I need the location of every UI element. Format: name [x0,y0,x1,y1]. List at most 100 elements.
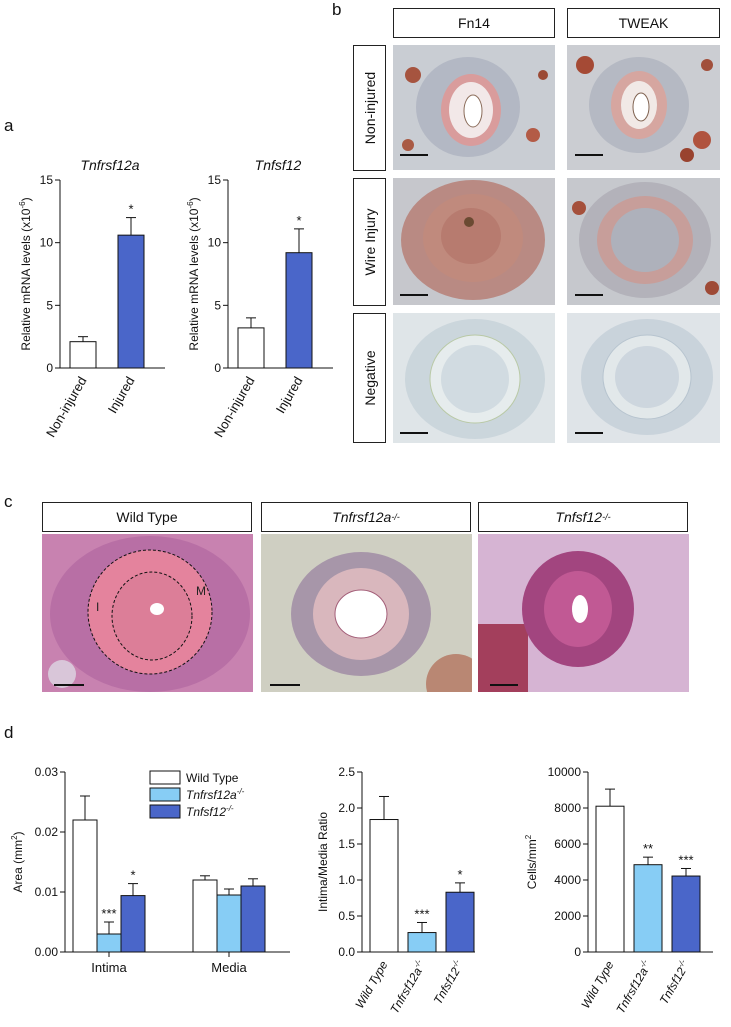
legend-swatch [149,804,181,819]
chart-title: Tnfrsf12a [80,157,139,173]
marker-media: M [196,584,206,598]
legend-label: Wild Type [186,771,239,785]
y-tick-label: 5 [46,298,53,312]
chart-title: Tnfsf12 [255,157,302,173]
y-axis-label: Relative mRNA levels (x10-6) [186,197,201,350]
legend-label: Tnfsf12-/- [186,804,234,819]
x-tick-label: Wild Type [578,958,616,1011]
scale-bar [270,684,300,686]
micrograph-tweak-wire-injury [567,178,720,305]
bar [72,819,98,953]
y-tick-label: 10 [40,236,54,250]
significance-label: * [296,213,301,228]
chart-intima-media-ratio: 0.0 0.5 1.0 1.5 2.0 2.5 Intima/Media Ratio Wild… [316,765,475,1016]
micrograph-he-tnfsf12-ko [478,534,689,692]
scale-bar [490,684,518,686]
y-tick-label: 15 [208,173,222,187]
y-tick-label: 0.00 [35,945,59,959]
x-tick-label: Injured [105,374,138,416]
y-tick-label: 0.0 [338,945,355,959]
column-header-tnfsf12-ko: Tnfsf12 -/- [478,502,688,532]
significance-label: * [457,867,462,882]
x-tick-label: Non-injured [211,374,258,440]
bar [216,894,242,953]
genotype-superscript: -/- [602,512,611,522]
y-tick-label: 6000 [554,837,581,851]
significance-label: * [128,202,133,217]
bar [445,891,475,953]
bar [369,819,399,953]
bar [633,864,663,953]
scale-bar [575,154,603,156]
legend-label: Tnfrsf12a-/- [186,787,245,802]
micrograph-he-tnfrsf12a-ko [261,534,472,692]
bar [120,895,146,953]
bar [237,327,265,369]
y-axis-label: Intima/Media Ratio [316,812,330,912]
y-axis-label: Relative mRNA levels (x10-6) [18,197,33,350]
scale-bar [400,432,428,434]
y-tick-label: 2.0 [338,801,355,815]
scale-bar [400,154,428,156]
genotype-superscript: -/- [391,512,400,522]
y-tick-label: 0 [46,361,53,375]
y-tick-label: 0.01 [35,885,59,899]
significance-label: *** [414,906,429,921]
column-header-fn14: Fn14 [393,8,555,38]
bar [285,252,313,369]
chart-cells-per-mm2: 0 2000 4000 6000 8000 10000 Cells/mm2 Wild Type… [524,765,713,1016]
y-tick-label: 2.5 [338,765,355,779]
micrograph-tweak-non-injured [567,45,720,170]
x-tick-label: Wild Type [352,958,390,1011]
y-tick-label: 0 [214,361,221,375]
row-header-wire-injury: Wire Injury [353,178,386,306]
y-tick-label: 2000 [554,909,581,923]
bar [96,933,122,953]
panel-letter-b: b [332,0,342,19]
x-tick-label: Tnfrsf12a-/- [612,958,654,1016]
x-tick-label: Intima [91,960,127,975]
y-tick-label: 15 [40,173,54,187]
micrograph-fn14-wire-injury [393,178,555,305]
significance-label: * [130,868,135,883]
y-tick-label: 10 [208,236,222,250]
scale-bar [54,684,84,686]
significance-label: *** [101,906,116,921]
y-tick-label: 5 [214,298,221,312]
micrograph-fn14-non-injured [393,45,555,170]
significance-label: ** [643,841,653,856]
y-axis-label: Area (mm2) [10,831,25,892]
column-header-tweak: TWEAK [567,8,720,38]
y-tick-label: 10000 [548,765,582,779]
x-tick-label: Media [211,960,247,975]
legend-swatch [149,770,181,785]
legend-swatch [149,787,181,802]
micrograph-fn14-negative [393,313,555,443]
bar [192,879,218,953]
micrograph-tweak-negative [567,313,720,443]
genotype-name: Tnfrsf12a [332,509,392,525]
y-tick-label: 8000 [554,801,581,815]
genotype-name: Tnfsf12 [555,509,603,525]
y-tick-label: 0.5 [338,909,355,923]
scale-bar [575,294,603,296]
y-tick-label: 0.03 [35,765,59,779]
panel-letter-c: c [4,492,13,511]
panel-letter-a: a [4,116,14,135]
micrograph-he-wild-type [42,534,253,692]
marker-intima: I [96,600,100,614]
bar [671,875,701,953]
x-tick-label: Injured [273,374,306,416]
scale-bar [400,294,428,296]
x-tick-label: Non-injured [43,374,90,440]
y-tick-label: 1.5 [338,837,355,851]
row-header-non-injured: Non-injured [353,45,386,171]
y-tick-label: 1.0 [338,873,355,887]
x-tick-label: Tnfsf12-/- [430,958,467,1007]
x-tick-label: Tnfrsf12a-/- [386,958,428,1016]
chart-tnfsf12-mrna: Tnfsf12 0 5 10 15 Relative mRNA levels (x10-6… [186,157,333,440]
bar [595,805,625,953]
panel-letter-d: d [4,723,14,742]
bar [117,234,145,369]
